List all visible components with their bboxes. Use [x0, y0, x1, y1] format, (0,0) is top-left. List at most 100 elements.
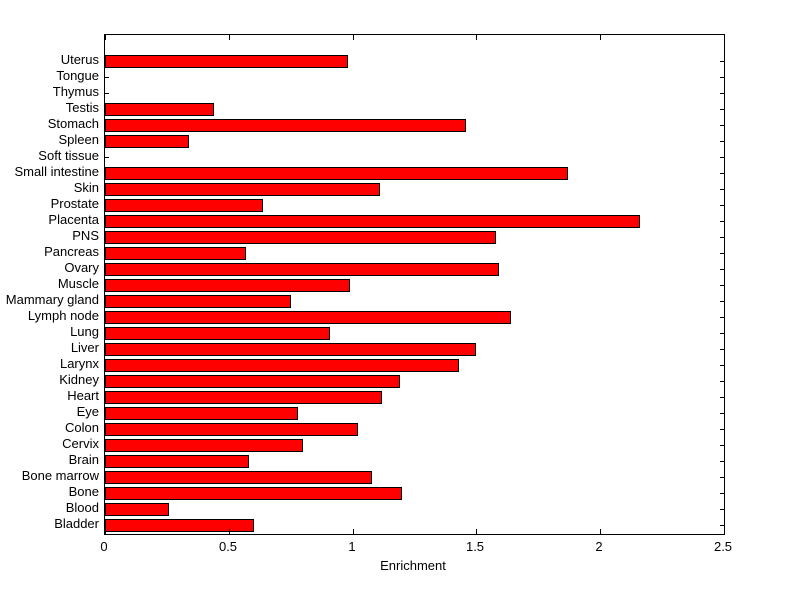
y-label-bone: Bone — [68, 484, 99, 499]
y-tick-right-ovary — [720, 269, 724, 270]
x-tick-top-1.5 — [476, 35, 477, 40]
bar-muscle — [105, 278, 350, 292]
y-tick-right-skin — [720, 189, 724, 190]
y-label-prostate: Prostate — [50, 196, 99, 211]
y-tick-right-kidney — [720, 381, 724, 382]
y-tick-right-uterus — [720, 61, 724, 62]
y-tick-right-small-intestine — [720, 173, 724, 174]
y-tick-right-tongue — [720, 77, 724, 78]
y-tick-right-heart — [720, 397, 724, 398]
bar-colon — [105, 422, 358, 436]
y-tick-right-prostate — [720, 205, 724, 206]
bar-kidney — [105, 374, 400, 388]
y-label-muscle: Muscle — [57, 276, 99, 291]
y-tick-right-lymph-node — [720, 317, 724, 318]
y-tick-right-colon — [720, 429, 724, 430]
bar-spleen — [105, 134, 189, 148]
y-label-small-intestine: Small intestine — [14, 164, 99, 179]
y-label-brain: Brain — [68, 452, 99, 467]
x-tick-bottom-0.5 — [229, 529, 230, 534]
x-tick-bottom-2 — [600, 529, 601, 534]
y-tick-right-pancreas — [720, 253, 724, 254]
bar-skin — [105, 182, 380, 196]
y-label-cervix: Cervix — [62, 436, 99, 451]
y-label-pancreas: Pancreas — [44, 244, 99, 259]
y-tick-right-brain — [720, 461, 724, 462]
bar-uterus — [105, 54, 348, 68]
bar-pancreas — [105, 246, 246, 260]
x-tick-top-2 — [600, 35, 601, 40]
y-label-placenta: Placenta — [48, 212, 99, 227]
bar-lung — [105, 326, 330, 340]
x-tick-label-0.5: 0.5 — [218, 539, 238, 554]
x-tick-bottom-2.5 — [724, 529, 725, 534]
y-tick-right-muscle — [720, 285, 724, 286]
y-label-blood: Blood — [65, 500, 99, 515]
y-tick-right-mammary-gland — [720, 301, 724, 302]
y-label-lung: Lung — [70, 324, 99, 339]
y-tick-right-liver — [720, 349, 724, 350]
bar-pns — [105, 230, 496, 244]
x-tick-label-0: 0 — [100, 539, 108, 554]
y-label-testis: Testis — [65, 100, 99, 115]
y-tick-left-tongue — [105, 77, 109, 78]
bar-larynx — [105, 358, 459, 372]
x-tick-bottom-1.5 — [476, 529, 477, 534]
y-label-ovary: Ovary — [64, 260, 99, 275]
y-label-tongue: Tongue — [56, 68, 99, 83]
y-tick-right-placenta — [720, 221, 724, 222]
x-tick-label-1.5: 1.5 — [465, 539, 485, 554]
bar-prostate — [105, 198, 263, 212]
bar-heart — [105, 390, 382, 404]
bar-bone-marrow — [105, 470, 372, 484]
y-tick-right-bladder — [720, 525, 724, 526]
x-tick-top-0.5 — [229, 35, 230, 40]
y-tick-right-larynx — [720, 365, 724, 366]
x-tick-top-1 — [353, 35, 354, 40]
x-tick-bottom-0 — [105, 529, 106, 534]
y-tick-right-lung — [720, 333, 724, 334]
y-label-pns: PNS — [72, 228, 99, 243]
x-tick-top-0 — [105, 35, 106, 40]
bar-testis — [105, 102, 214, 116]
y-tick-right-cervix — [720, 445, 724, 446]
y-label-bone-marrow: Bone marrow — [21, 468, 99, 483]
y-tick-right-stomach — [720, 125, 724, 126]
y-tick-left-soft-tissue — [105, 157, 109, 158]
y-tick-right-thymus — [720, 93, 724, 94]
plot-area — [104, 34, 725, 535]
bar-stomach — [105, 118, 466, 132]
bar-cervix — [105, 438, 303, 452]
y-tick-right-soft-tissue — [720, 157, 724, 158]
bar-brain — [105, 454, 249, 468]
y-tick-left-thymus — [105, 93, 109, 94]
bar-mammary-gland — [105, 294, 291, 308]
bar-small-intestine — [105, 166, 568, 180]
y-label-mammary-gland: Mammary gland — [5, 292, 99, 307]
y-tick-right-testis — [720, 109, 724, 110]
y-label-larynx: Larynx — [59, 356, 99, 371]
y-label-colon: Colon — [65, 420, 99, 435]
bar-ovary — [105, 262, 499, 276]
bar-eye — [105, 406, 298, 420]
bar-liver — [105, 342, 476, 356]
y-label-lymph-node: Lymph node — [27, 308, 99, 323]
y-tick-right-blood — [720, 509, 724, 510]
y-label-eye: Eye — [76, 404, 99, 419]
bar-placenta — [105, 214, 640, 228]
y-tick-right-bone-marrow — [720, 477, 724, 478]
bar-blood — [105, 502, 169, 516]
y-tick-right-bone — [720, 493, 724, 494]
y-label-uterus: Uterus — [60, 52, 99, 67]
y-label-stomach: Stomach — [47, 116, 99, 131]
y-label-bladder: Bladder — [54, 516, 99, 531]
x-axis-title: Enrichment — [380, 558, 446, 573]
y-label-skin: Skin — [73, 180, 99, 195]
x-tick-label-1: 1 — [348, 539, 356, 554]
x-tick-bottom-1 — [353, 529, 354, 534]
y-tick-right-eye — [720, 413, 724, 414]
x-tick-label-2: 2 — [595, 539, 603, 554]
x-tick-label-2.5: 2.5 — [713, 539, 733, 554]
bar-lymph-node — [105, 310, 511, 324]
